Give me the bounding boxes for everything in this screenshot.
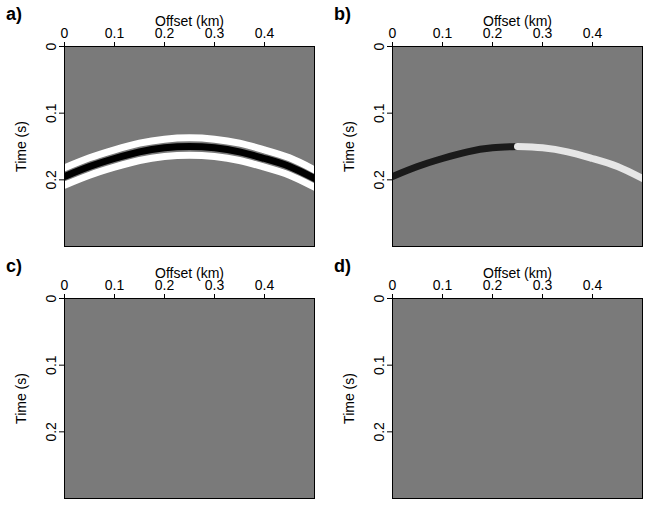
- svg-text:0.1: 0.1: [43, 355, 59, 375]
- svg-text:Time (s): Time (s): [13, 121, 29, 172]
- svg-text:0.4: 0.4: [255, 25, 275, 41]
- svg-text:Offset (km): Offset (km): [483, 13, 552, 29]
- svg-text:0.4: 0.4: [583, 25, 603, 41]
- svg-text:0.2: 0.2: [154, 276, 175, 293]
- svg-text:0: 0: [61, 25, 69, 41]
- svg-text:0.3: 0.3: [532, 276, 553, 293]
- svg-text:Offset (km): Offset (km): [483, 265, 552, 281]
- svg-text:0: 0: [43, 42, 59, 50]
- html-text:a): a): [6, 4, 22, 24]
- svg-text:0.2: 0.2: [482, 24, 503, 41]
- html-text:d): d): [334, 256, 351, 276]
- svg-text:0.2: 0.2: [482, 276, 503, 293]
- svg-text:0: 0: [371, 294, 387, 302]
- svg-text:Time (s): Time (s): [341, 121, 357, 172]
- svg-text:0: 0: [61, 277, 69, 293]
- svg-text:0.1: 0.1: [105, 25, 125, 41]
- svg-text:Offset (km): Offset (km): [155, 265, 224, 281]
- svg-text:0: 0: [389, 277, 397, 293]
- svg-text:0: 0: [389, 25, 397, 41]
- html-text:c): c): [6, 256, 22, 276]
- svg-text:Time (s): Time (s): [341, 373, 357, 424]
- html-text:b): b): [334, 4, 351, 24]
- svg-text:0.2: 0.2: [371, 170, 387, 190]
- svg-text:0.1: 0.1: [105, 277, 125, 293]
- svg-text:Time (s): Time (s): [13, 373, 29, 424]
- svg-text:0.1: 0.1: [433, 277, 453, 293]
- svg-text:0: 0: [43, 294, 59, 302]
- svg-text:0.4: 0.4: [255, 277, 275, 293]
- svg-text:0.3: 0.3: [532, 24, 553, 41]
- svg-text:0.2: 0.2: [43, 170, 59, 190]
- svg-text:0.1: 0.1: [43, 103, 59, 123]
- svg-text:0.2: 0.2: [371, 422, 387, 442]
- svg-text:0.2: 0.2: [154, 24, 175, 41]
- svg-text:0.1: 0.1: [371, 103, 387, 123]
- svg-text:0.2: 0.2: [43, 422, 59, 442]
- svg-text:0.3: 0.3: [204, 276, 225, 293]
- svg-text:0.3: 0.3: [204, 24, 225, 41]
- svg-text:0.4: 0.4: [583, 277, 603, 293]
- svg-text:0.1: 0.1: [433, 25, 453, 41]
- svg-text:Offset (km): Offset (km): [155, 13, 224, 29]
- svg-text:0: 0: [371, 42, 387, 50]
- svg-text:0.1: 0.1: [371, 355, 387, 375]
